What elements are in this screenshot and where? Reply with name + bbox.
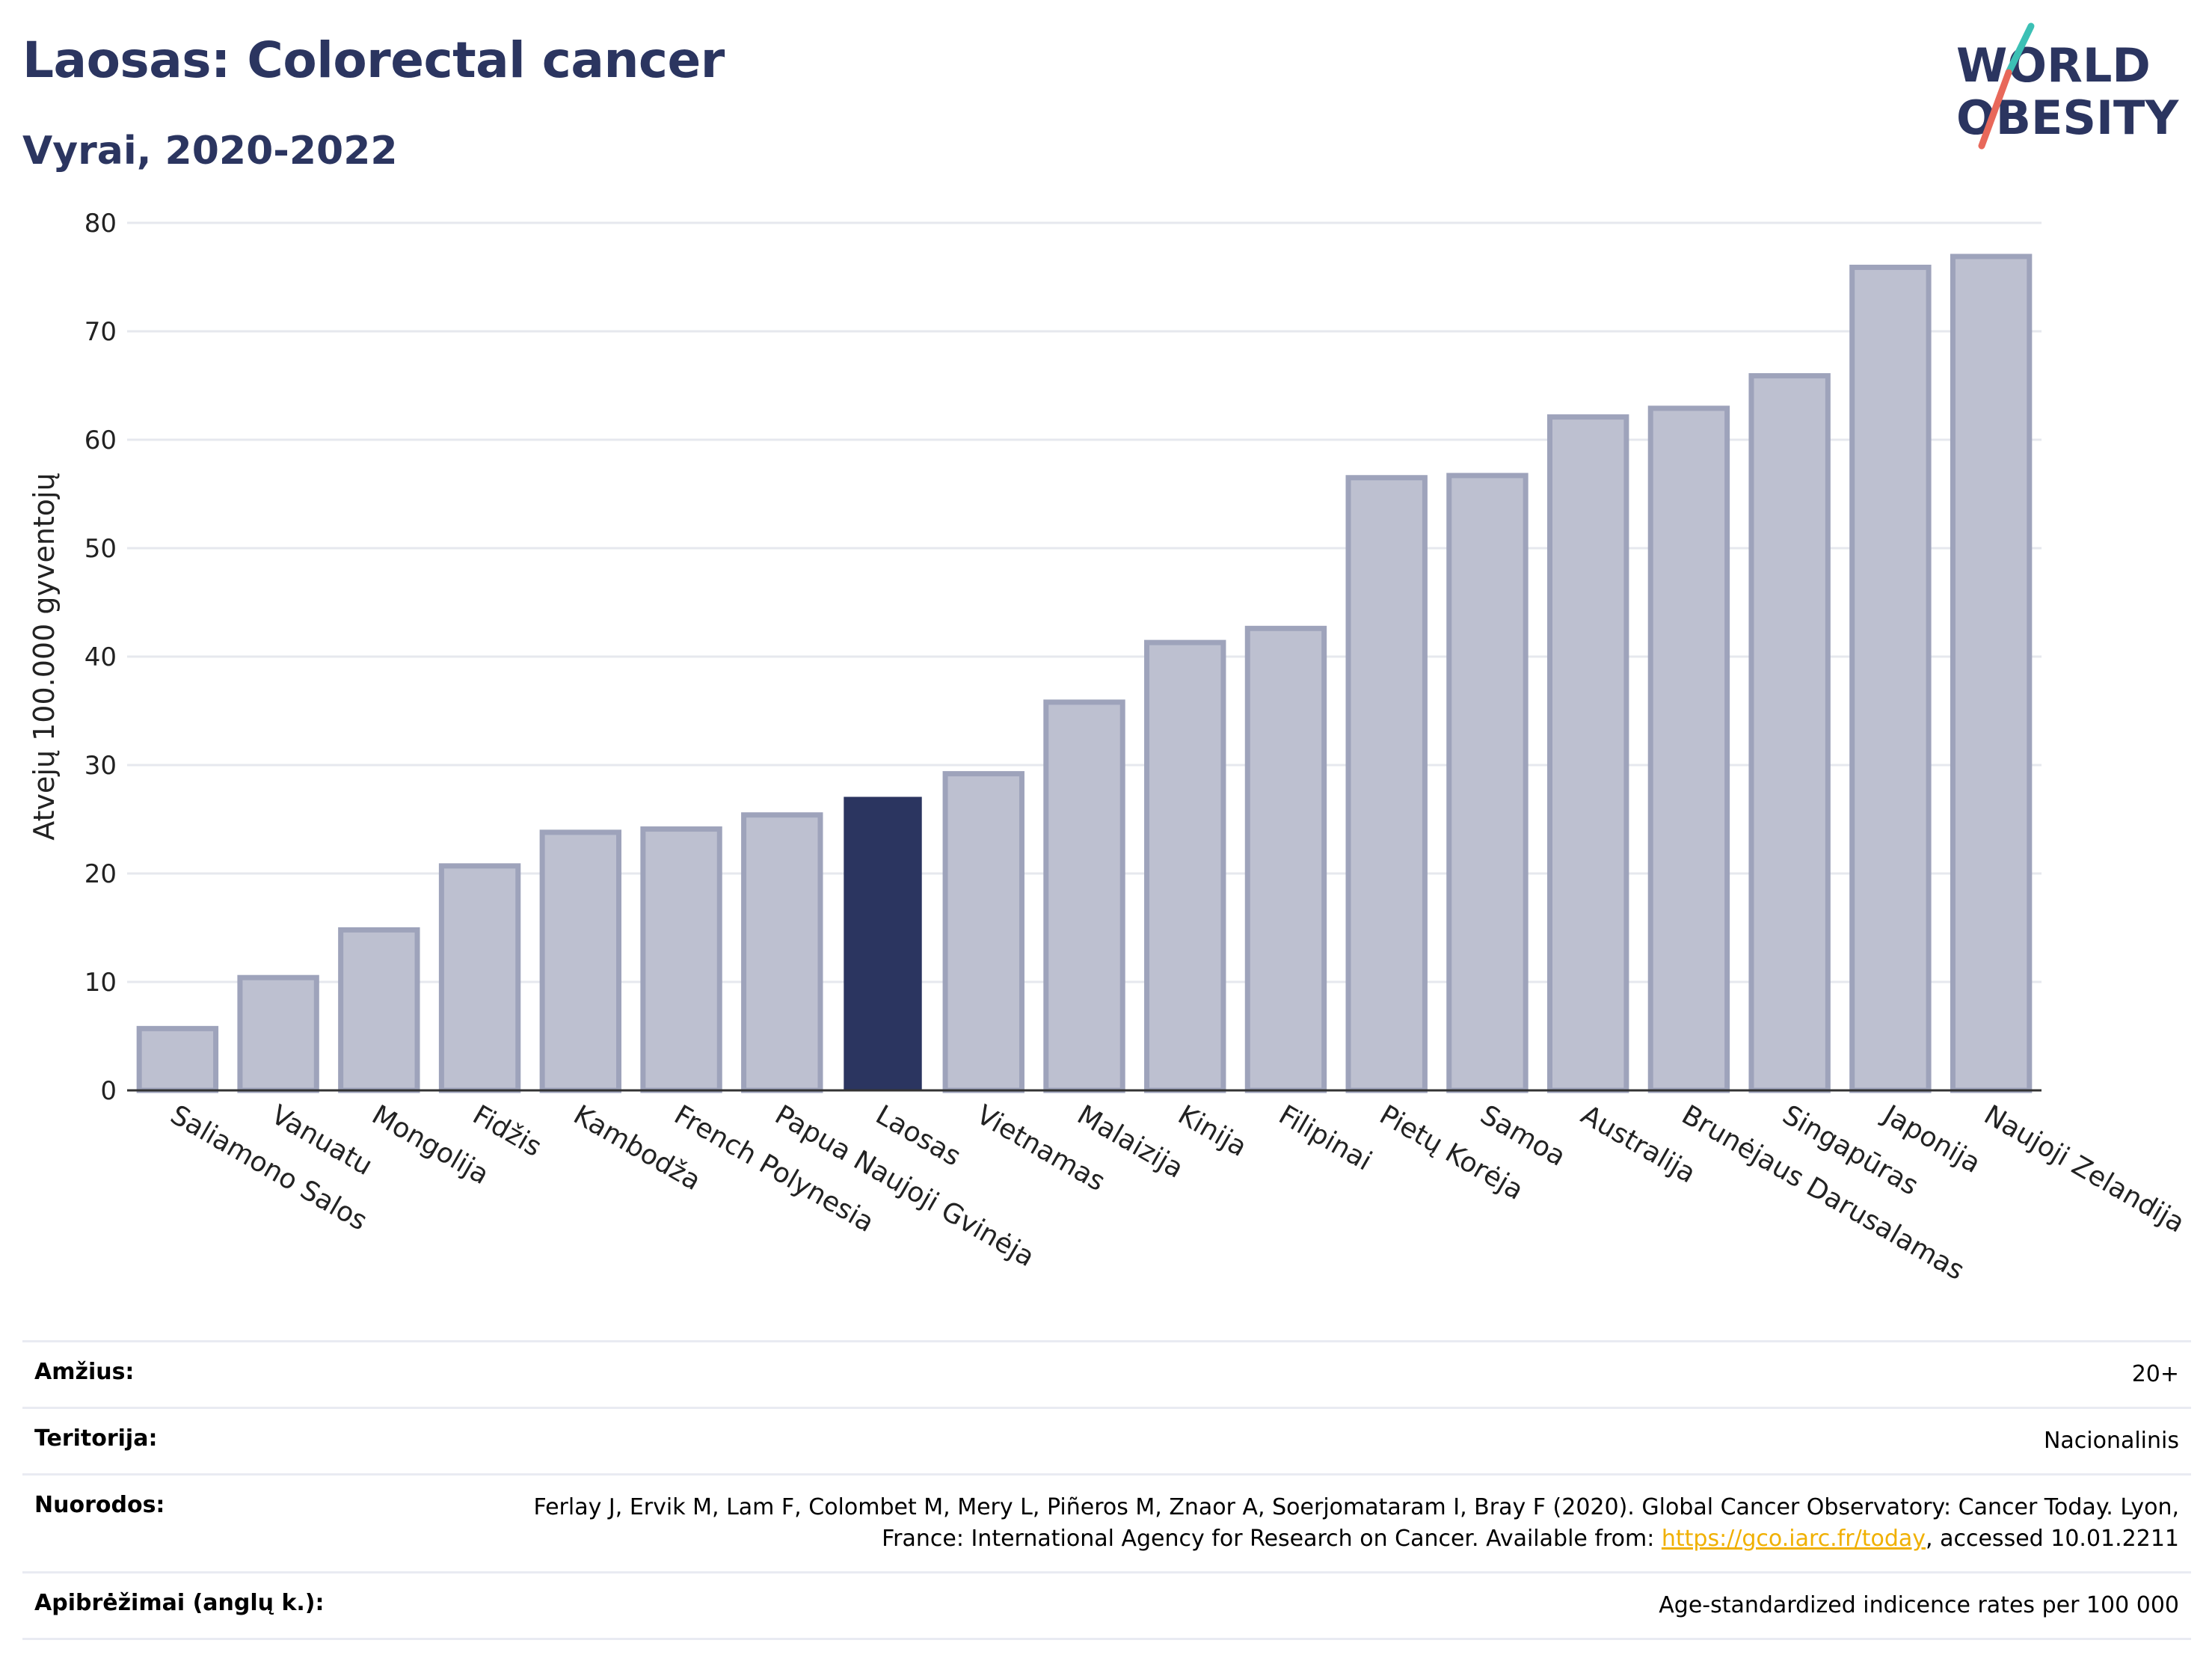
bar [1043, 699, 1125, 1093]
reference-link[interactable]: https://gco.iarc.fr/today [1661, 1526, 1926, 1552]
world-obesity-logo: WORLD OBESITY [1956, 22, 2179, 150]
meta-row-references: Nuorodos: Ferlay J, Ervik M, Lam F, Colo… [22, 1473, 2191, 1571]
x-tick-label: Naujoji Zelandija [1979, 1099, 2190, 1238]
meta-label: Teritorija: [34, 1425, 158, 1452]
bar [741, 812, 823, 1093]
x-tick-label: Filipinai [1274, 1099, 1377, 1176]
meta-row-age: Amžius: 20+ [22, 1340, 2191, 1407]
bar [942, 771, 1024, 1093]
meta-value-references: Ferlay J, Ervik M, Lam F, Colombet M, Me… [459, 1492, 2179, 1555]
meta-label: Nuorodos: [34, 1492, 165, 1518]
y-tick-label: 40 [85, 642, 117, 672]
bar [1345, 475, 1428, 1093]
meta-value: Age-standardized indicence rates per 100… [1659, 1592, 2179, 1618]
reference-text: Ferlay J, Ervik M, Lam F, Colombet M, Me… [533, 1494, 2179, 1552]
x-tick-label: Fidžis [467, 1099, 547, 1163]
metadata-table: Amžius: 20+ Teritorija: Nacionalinis Nuo… [22, 1340, 2191, 1640]
bar [1446, 473, 1529, 1093]
y-tick-label: 50 [85, 534, 117, 564]
meta-label: Amžius: [34, 1359, 135, 1385]
bar [1546, 414, 1629, 1093]
bar [1748, 372, 1831, 1093]
x-tick-label: Kinija [1173, 1099, 1252, 1163]
bar [136, 1025, 219, 1093]
x-tick-label: Australija [1576, 1099, 1701, 1189]
logo-slash-coral [1978, 69, 2012, 150]
y-tick-label: 60 [85, 426, 117, 455]
meta-value: 20+ [2131, 1361, 2179, 1387]
y-axis-label: Atvejų 100.000 gyventojų [28, 473, 61, 840]
reference-suffix: , accessed 10.01.2211 [1926, 1526, 2179, 1552]
bar [1647, 405, 1730, 1093]
y-tick-label: 70 [85, 317, 117, 347]
page-title: Laosas: Colorectal cancer [22, 31, 725, 89]
y-tick-label: 30 [85, 751, 117, 781]
meta-row-territory: Teritorija: Nacionalinis [22, 1407, 2191, 1473]
bar [438, 863, 521, 1093]
bar [338, 927, 420, 1093]
bar [1950, 254, 2033, 1093]
meta-value: Nacionalinis [2043, 1428, 2179, 1454]
logo-slash-teal [2005, 22, 2035, 76]
bar [1244, 625, 1327, 1093]
bar-chart: 0 10 20 30 40 50 60 70 80 Atvejų 100.000 gyventoj… [28, 209, 2190, 1286]
y-tick-label: 10 [85, 968, 117, 998]
bar [539, 829, 622, 1093]
bar [1849, 264, 1932, 1093]
y-tick-label: 0 [100, 1076, 117, 1106]
bar [1144, 639, 1226, 1093]
bar [844, 796, 922, 1091]
meta-row-definitions: Apibrėžimai (anglų k.): Age-standardized… [22, 1571, 2191, 1640]
bar [237, 974, 319, 1093]
page-subtitle: Vyrai, 2020-2022 [22, 129, 398, 174]
y-tick-label: 20 [85, 859, 117, 889]
logo-word-world: WORLD [1956, 38, 2151, 93]
y-tick-label: 80 [85, 209, 117, 239]
meta-label: Apibrėžimai (anglų k.): [34, 1590, 325, 1616]
bar [640, 826, 722, 1093]
